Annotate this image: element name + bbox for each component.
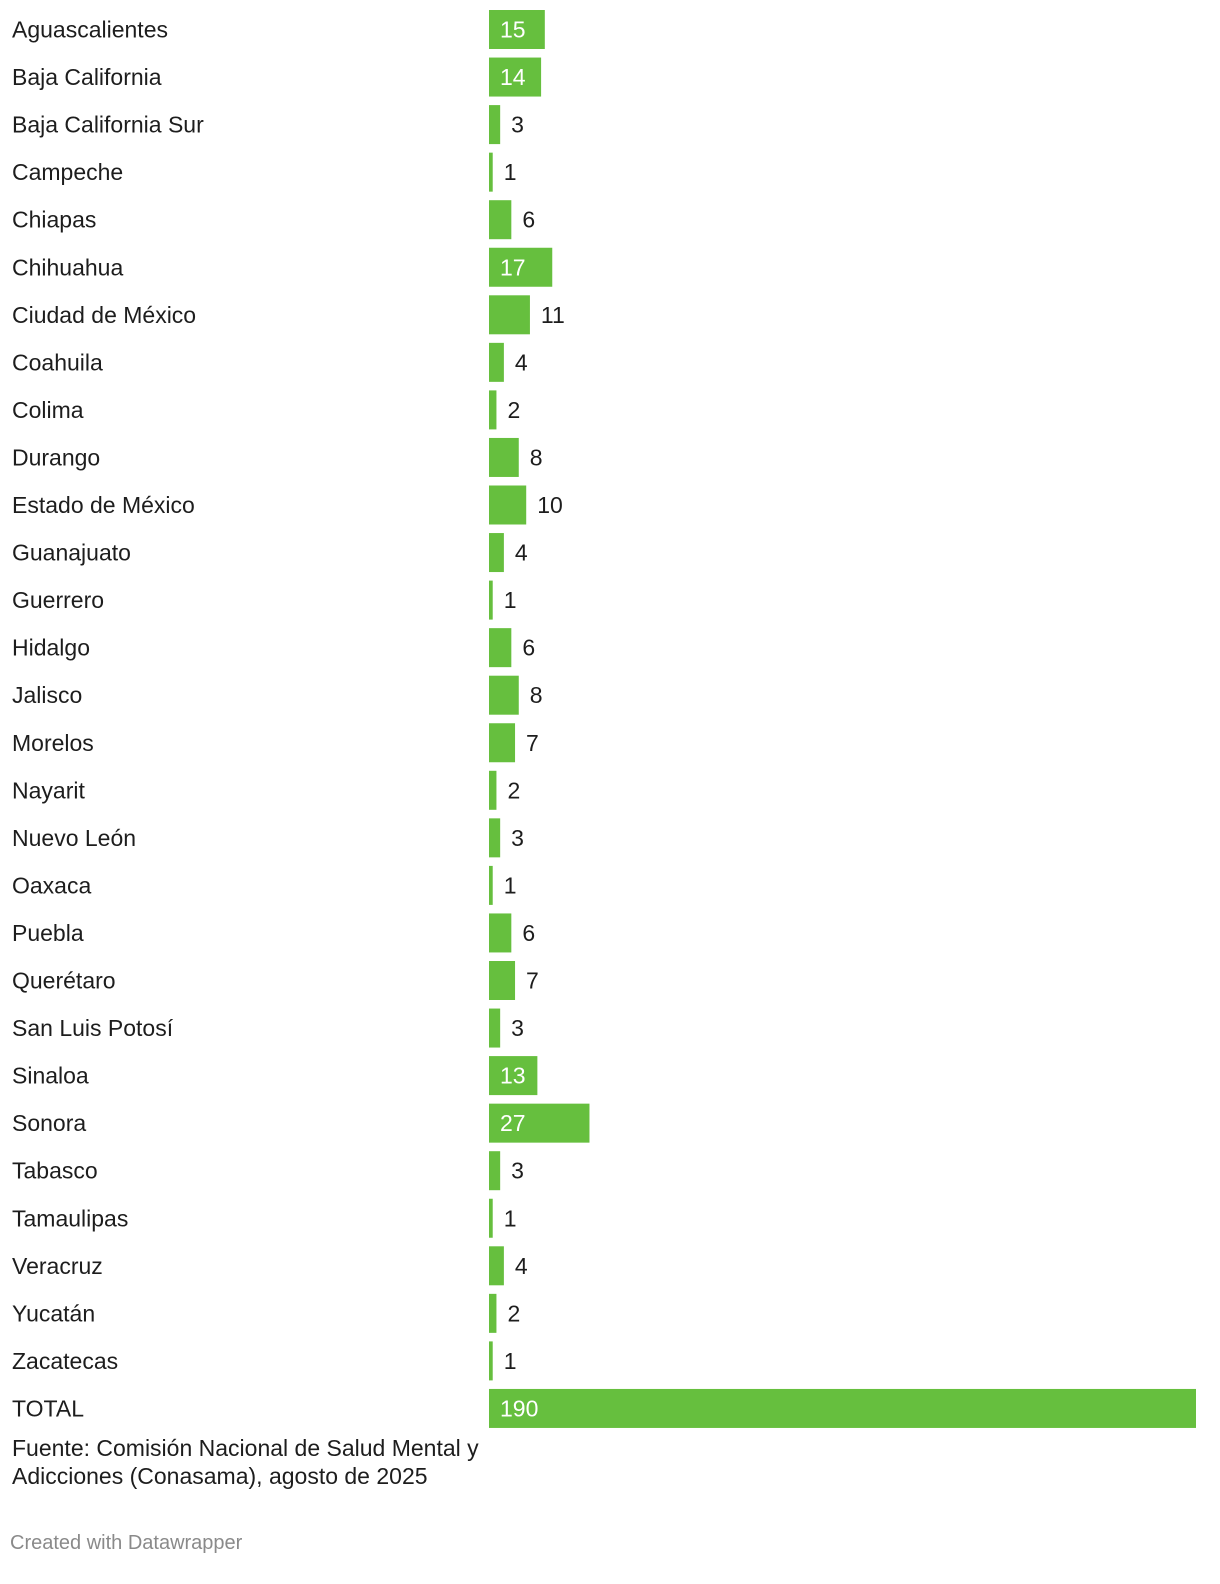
category-label-ciudad-de-mexico: Ciudad de México [12, 302, 196, 328]
category-label-san-luis-potosi: San Luis Potosí [12, 1015, 174, 1041]
value-label-oaxaca: 1 [504, 872, 517, 898]
value-label-queretaro: 7 [526, 968, 539, 994]
bar-colima [489, 390, 497, 430]
bar-estado-de-mexico [489, 485, 527, 525]
category-label-yucatan: Yucatán [12, 1300, 95, 1326]
bar-tamaulipas [489, 1198, 493, 1238]
value-label-tamaulipas: 1 [504, 1205, 517, 1231]
bar-chiapas [489, 200, 512, 240]
value-label-colima: 2 [507, 397, 520, 423]
bar-hidalgo [489, 628, 512, 668]
bar-jalisco [489, 675, 519, 715]
value-label-baja-california-sur: 3 [511, 112, 524, 138]
category-label-total: TOTAL [12, 1395, 84, 1421]
bar-morelos [489, 723, 516, 763]
category-label-oaxaca: Oaxaca [12, 872, 91, 898]
value-label-durango: 8 [530, 444, 543, 470]
source-note: Fuente: Comisión Nacional de Salud Menta… [12, 1435, 479, 1489]
category-label-coahuila: Coahuila [12, 349, 103, 375]
bar-queretaro [489, 961, 516, 1000]
bar-baja-california [489, 57, 542, 97]
category-label-nuevo-leon: Nuevo León [12, 825, 136, 851]
bar-zacatecas [489, 1341, 493, 1381]
category-label-zacatecas: Zacatecas [12, 1348, 118, 1374]
value-label-guanajuato: 4 [515, 540, 528, 566]
bar-total [489, 1388, 1196, 1428]
category-label-hidalgo: Hidalgo [12, 635, 90, 661]
bar-baja-california-sur [489, 105, 501, 145]
bar-sinaloa [489, 1056, 538, 1096]
category-label-sinaloa: Sinaloa [12, 1063, 89, 1089]
category-label-baja-california: Baja California [12, 64, 162, 90]
value-label-puebla: 6 [522, 920, 535, 946]
category-label-morelos: Morelos [12, 730, 94, 756]
category-label-sonora: Sonora [12, 1110, 86, 1136]
category-label-tamaulipas: Tamaulipas [12, 1205, 128, 1231]
bar-nayarit [489, 770, 497, 810]
category-label-aguascalientes: Aguascalientes [12, 17, 168, 43]
value-label-sinaloa: 13 [500, 1063, 526, 1089]
datawrapper-credit: Created with Datawrapper [10, 1532, 243, 1554]
value-label-coahuila: 4 [515, 349, 528, 375]
bar-aguascalientes [489, 10, 545, 49]
bar-sonora [489, 1103, 590, 1143]
value-label-veracruz: 4 [515, 1253, 528, 1279]
bar-guerrero [489, 580, 493, 620]
value-label-sonora: 27 [500, 1110, 526, 1136]
value-label-tabasco: 3 [511, 1158, 524, 1184]
value-label-chiapas: 6 [522, 207, 535, 233]
value-label-morelos: 7 [526, 730, 539, 756]
value-label-san-luis-potosi: 3 [511, 1015, 524, 1041]
category-label-guerrero: Guerrero [12, 587, 104, 613]
bar-chihuahua [489, 247, 553, 287]
value-label-campeche: 1 [504, 159, 517, 185]
category-label-baja-california-sur: Baja California Sur [12, 112, 204, 138]
value-label-jalisco: 8 [530, 682, 543, 708]
category-label-durango: Durango [12, 444, 100, 470]
category-label-campeche: Campeche [12, 159, 123, 185]
value-label-guerrero: 1 [504, 587, 517, 613]
value-label-aguascalientes: 15 [500, 17, 526, 43]
bar-guanajuato [489, 533, 504, 573]
bar-oaxaca [489, 865, 493, 905]
value-label-hidalgo: 6 [522, 635, 535, 661]
category-label-tabasco: Tabasco [12, 1158, 98, 1184]
category-label-veracruz: Veracruz [12, 1253, 103, 1279]
category-label-puebla: Puebla [12, 920, 84, 946]
value-label-ciudad-de-mexico: 11 [541, 302, 565, 328]
category-label-queretaro: Querétaro [12, 968, 116, 994]
value-label-yucatan: 2 [507, 1300, 520, 1326]
category-label-chiapas: Chiapas [12, 207, 96, 233]
bar-ciudad-de-mexico [489, 295, 530, 335]
category-label-estado-de-mexico: Estado de México [12, 492, 195, 518]
bar-veracruz [489, 1246, 504, 1286]
bar-coahuila [489, 342, 504, 382]
value-label-chihuahua: 17 [500, 254, 526, 280]
bar-tabasco [489, 1151, 501, 1191]
value-label-estado-de-mexico: 10 [537, 492, 563, 518]
value-label-nayarit: 2 [507, 777, 520, 803]
value-label-baja-california: 14 [500, 64, 526, 90]
category-label-chihuahua: Chihuahua [12, 254, 123, 280]
bar-yucatan [489, 1293, 497, 1333]
bar-nuevo-leon [489, 818, 501, 858]
bar-puebla [489, 913, 512, 953]
bar-san-luis-potosi [489, 1008, 501, 1048]
value-label-total: 190 [500, 1395, 538, 1421]
value-label-zacatecas: 1 [504, 1348, 517, 1374]
category-label-guanajuato: Guanajuato [12, 540, 131, 566]
bar-campeche [489, 152, 493, 192]
category-label-colima: Colima [12, 397, 84, 423]
category-label-jalisco: Jalisco [12, 682, 82, 708]
category-label-nayarit: Nayarit [12, 777, 85, 803]
value-label-nuevo-leon: 3 [511, 825, 524, 851]
bar-durango [489, 437, 519, 477]
